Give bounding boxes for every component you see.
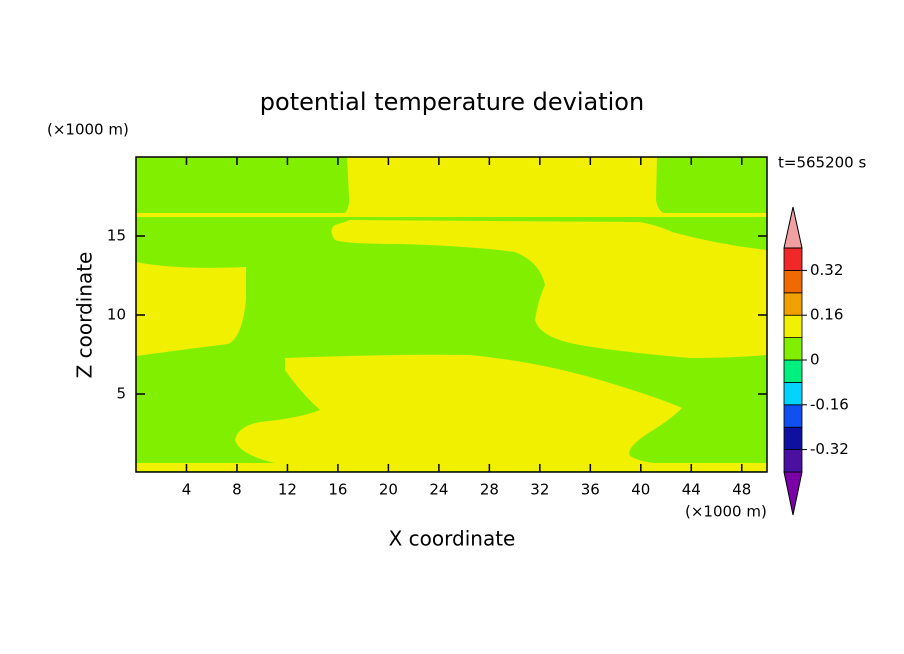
- colorbar-bin: [783, 404, 803, 428]
- x-unit: (×1000 m): [685, 503, 767, 521]
- colorbar-bin: [783, 247, 803, 271]
- contour-region: [136, 213, 767, 217]
- colorbar-tick-label: 0.16: [810, 306, 843, 324]
- colorbar-bin: [783, 449, 803, 473]
- x-tick-label: 24: [429, 481, 448, 499]
- colorbar-tick-label: -0.32: [810, 440, 849, 458]
- colorbar: -0.32 -0.16 0 0.16 0.32: [783, 206, 849, 516]
- x-tick-label: 8: [232, 481, 242, 499]
- colorbar-tick-label: -0.16: [810, 395, 849, 413]
- colorbar-bin: [783, 426, 803, 451]
- contour-field: [136, 157, 767, 472]
- x-tick-label: 4: [182, 481, 192, 499]
- contour-region: [345, 157, 664, 213]
- x-tick-label: 16: [328, 481, 347, 499]
- x-tick-label: 36: [581, 481, 600, 499]
- colorbar-bin: [783, 269, 803, 294]
- x-tick-label: 40: [631, 481, 650, 499]
- x-tick-label: 28: [480, 481, 499, 499]
- colorbar-bin: [783, 359, 803, 383]
- colorbar-extension: [783, 206, 803, 249]
- x-tick-label: 20: [379, 481, 398, 499]
- x-axis-label: X coordinate: [389, 527, 516, 551]
- x-tick-label: 48: [732, 481, 751, 499]
- colorbar-bin: [783, 337, 803, 361]
- contour-region: [331, 220, 767, 358]
- colorbar-bin: [783, 314, 803, 339]
- x-tick-label: 44: [682, 481, 701, 499]
- contour-region: [235, 354, 682, 463]
- annotation: t=565200 s: [778, 154, 866, 172]
- y-axis-label: Z coordinate: [73, 252, 97, 379]
- colorbar-tick-label: 0.32: [810, 261, 843, 279]
- y-unit: (×1000 m): [47, 121, 129, 139]
- colorbar-bin: [783, 381, 803, 406]
- y-tick-label: 5: [116, 385, 126, 403]
- chart-title: potential temperature deviation: [260, 88, 644, 116]
- y-tick-label: 15: [107, 227, 126, 245]
- y-tick-label: 10: [107, 306, 126, 324]
- contour-region: [136, 262, 246, 356]
- x-tick-label: 12: [278, 481, 297, 499]
- colorbar-bin: [783, 292, 803, 316]
- colorbar-tick-label: 0: [810, 351, 820, 369]
- contour-region: [136, 463, 767, 471]
- x-tick-label: 32: [530, 481, 549, 499]
